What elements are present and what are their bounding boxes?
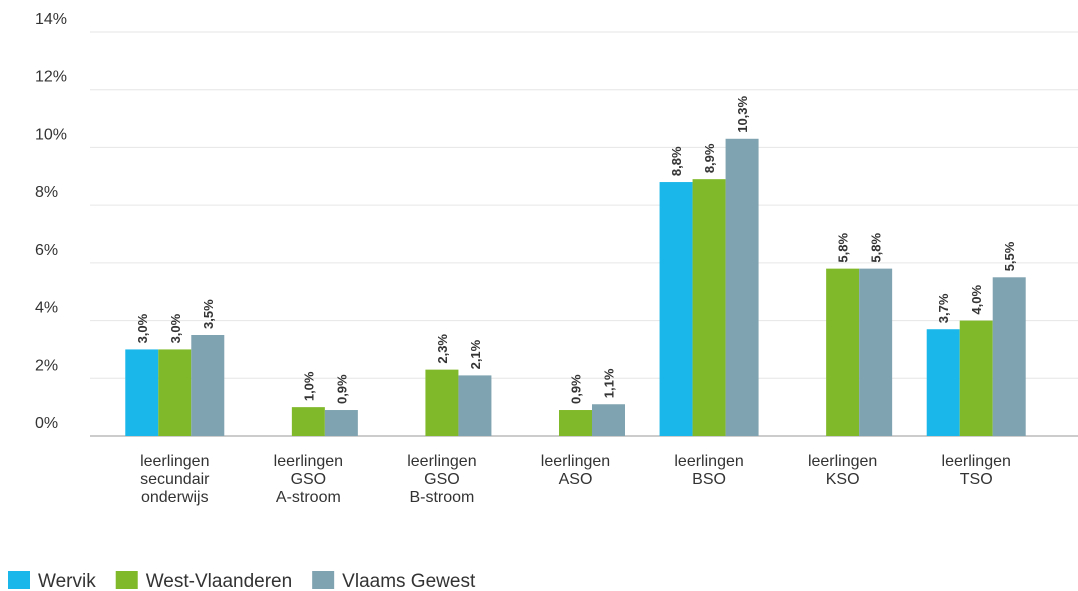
legend-swatch bbox=[115, 571, 138, 589]
y-tick-label: 14% bbox=[35, 11, 67, 28]
value-label: 2,1% bbox=[468, 339, 483, 369]
value-label: 8,9% bbox=[702, 143, 717, 173]
y-tick-label: 10% bbox=[35, 126, 67, 143]
x-tick-label: leerlingen KSO bbox=[808, 453, 877, 488]
value-label: 2,3% bbox=[435, 334, 450, 364]
bar bbox=[158, 349, 192, 436]
value-label: 1,1% bbox=[602, 368, 617, 398]
value-label: 3,0% bbox=[168, 313, 183, 343]
legend-swatch bbox=[312, 571, 335, 589]
x-tick-label: leerlingen GSO A-stroom bbox=[274, 453, 343, 506]
value-label: 5,8% bbox=[836, 233, 851, 263]
value-label: 3,0% bbox=[135, 313, 150, 343]
bar bbox=[692, 179, 726, 436]
bar bbox=[191, 335, 225, 436]
value-label: 0,9% bbox=[334, 374, 349, 404]
bar bbox=[291, 407, 325, 436]
value-label: 1,0% bbox=[301, 371, 316, 401]
x-tick-label: leerlingen ASO bbox=[541, 453, 610, 488]
y-tick-label: 4% bbox=[35, 300, 58, 317]
x-tick-label: leerlingen TSO bbox=[942, 453, 1011, 488]
bar bbox=[725, 138, 759, 436]
bar bbox=[859, 268, 893, 436]
y-tick-label: 6% bbox=[35, 242, 58, 259]
legend-swatch bbox=[8, 571, 30, 589]
value-label: 3,7% bbox=[936, 293, 951, 323]
value-label: 4,0% bbox=[969, 284, 984, 314]
value-label: 0,9% bbox=[569, 374, 584, 404]
legend-label: Vlaams Gewest bbox=[342, 571, 476, 591]
bar bbox=[592, 404, 625, 436]
bar bbox=[458, 375, 492, 436]
value-label: 3,5% bbox=[201, 299, 216, 329]
bar bbox=[125, 349, 159, 436]
value-label: 5,5% bbox=[1002, 241, 1017, 271]
bar bbox=[959, 320, 993, 436]
bar bbox=[324, 410, 358, 436]
bar bbox=[826, 268, 860, 436]
legend-label: Wervik bbox=[38, 571, 96, 591]
bar bbox=[659, 182, 693, 436]
y-tick-label: 12% bbox=[35, 69, 67, 86]
bar bbox=[559, 410, 592, 436]
bar bbox=[425, 369, 459, 436]
legend-label: West-Vlaanderen bbox=[146, 571, 292, 591]
value-label: 8,8% bbox=[669, 146, 684, 176]
x-tick-label: leerlingen secundair onderwijs bbox=[140, 453, 210, 506]
value-label: 10,3% bbox=[735, 95, 750, 132]
value-label: 5,8% bbox=[869, 233, 884, 263]
bar bbox=[926, 329, 960, 436]
y-tick-label: 0% bbox=[35, 415, 58, 432]
y-tick-label: 2% bbox=[35, 357, 58, 374]
bar bbox=[992, 277, 1026, 436]
x-tick-label: leerlingen BSO bbox=[674, 453, 743, 488]
x-tick-label: leerlingen GSO B-stroom bbox=[407, 453, 476, 506]
y-tick-label: 8% bbox=[35, 184, 58, 201]
